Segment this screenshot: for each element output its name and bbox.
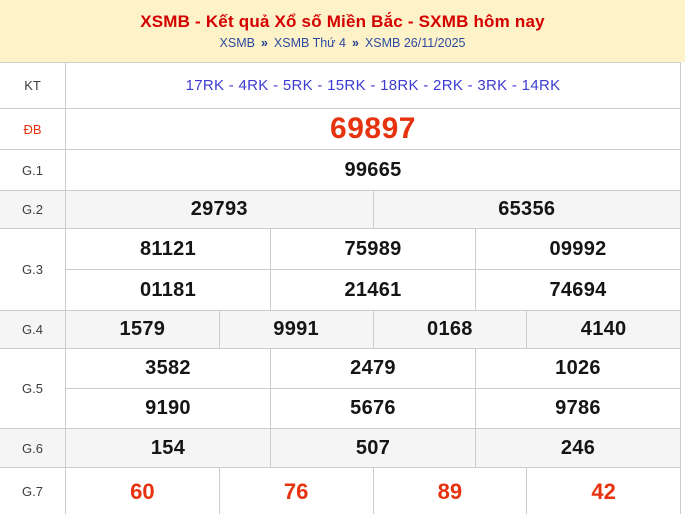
prize-number: 75989	[270, 229, 475, 269]
breadcrumb-separator-icon: »	[351, 36, 359, 50]
prize-number: 5676	[270, 389, 475, 428]
prize-number: 1579	[119, 318, 166, 340]
prize-number: 507	[270, 429, 475, 467]
lottery-results-table: KT 17RK - 4RK - 5RK - 15RK - 18RK - 2RK …	[0, 62, 681, 514]
table-row-g6: G.6 154 507 246	[0, 428, 680, 467]
prize-number: 65356	[372, 191, 681, 228]
table-row-g2: G.2 29793 65356	[0, 190, 680, 228]
prize-number: 9190	[145, 397, 191, 419]
prize-number: 29793	[190, 198, 248, 220]
prize-number: 42	[526, 468, 680, 514]
breadcrumb-link-xsmb-date[interactable]: XSMB 26/11/2025	[364, 36, 466, 50]
row-label-g5: G.5	[0, 349, 66, 428]
row-label-g7: G.7	[0, 468, 66, 514]
prize-number: 99665	[344, 158, 402, 181]
prize-number: 76	[218, 468, 373, 514]
prize-number: 9991	[218, 311, 373, 348]
prize-number: 21461	[270, 270, 475, 310]
row-label-g1: G.1	[0, 150, 66, 190]
table-row-g4: G.4 1579 9991 0168 4140	[0, 310, 680, 348]
prize-number: 154	[150, 436, 186, 459]
table-row-g3: G.3 81121 75989 09992 01181 21461 74694	[0, 228, 680, 310]
prize-number: 89	[372, 468, 527, 514]
prize-number: 01181	[139, 278, 196, 301]
breadcrumb: XSMB » XSMB Thứ 4 » XSMB 26/11/2025	[220, 36, 466, 50]
row-label-db: ĐB	[0, 109, 66, 149]
prize-number: 246	[475, 429, 680, 467]
prize-number: 81121	[139, 237, 196, 260]
table-row-g7: G.7 60 76 89 42	[0, 467, 680, 514]
prize-number: 09992	[475, 229, 680, 269]
table-row-db: ĐB 69897	[0, 108, 680, 149]
prize-number: 2479	[270, 349, 475, 388]
prize-number: 1026	[475, 349, 680, 388]
prize-number: 9786	[475, 389, 680, 428]
prize-number: 74694	[475, 270, 680, 310]
special-prize-number: 69897	[330, 112, 416, 145]
row-label-g6: G.6	[0, 429, 66, 467]
prize-number: 0168	[372, 311, 527, 348]
prize-number: 3582	[145, 357, 191, 379]
row-label-kt: KT	[0, 63, 66, 108]
row-label-g2: G.2	[0, 191, 66, 228]
page-title: XSMB - Kết quả Xổ số Miền Bắc - SXMB hôm…	[140, 12, 545, 31]
table-row-g1: G.1 99665	[0, 149, 680, 190]
breadcrumb-separator-icon: »	[260, 36, 268, 50]
breadcrumb-link-xsmb[interactable]: XSMB	[219, 36, 255, 50]
breadcrumb-link-xsmb-thu4[interactable]: XSMB Thứ 4	[273, 36, 346, 50]
table-row-g5: G.5 3582 2479 1026 9190 5676 9786	[0, 348, 680, 428]
table-row-kt: KT 17RK - 4RK - 5RK - 15RK - 18RK - 2RK …	[0, 62, 680, 108]
row-label-g3: G.3	[0, 229, 66, 310]
row-label-g4: G.4	[0, 311, 66, 348]
prize-number: 4140	[526, 311, 680, 348]
kt-codes-value: 17RK - 4RK - 5RK - 15RK - 18RK - 2RK - 3…	[185, 77, 561, 94]
header-banner: XSMB - Kết quả Xổ số Miền Bắc - SXMB hôm…	[0, 0, 685, 62]
prize-number: 60	[130, 478, 155, 504]
